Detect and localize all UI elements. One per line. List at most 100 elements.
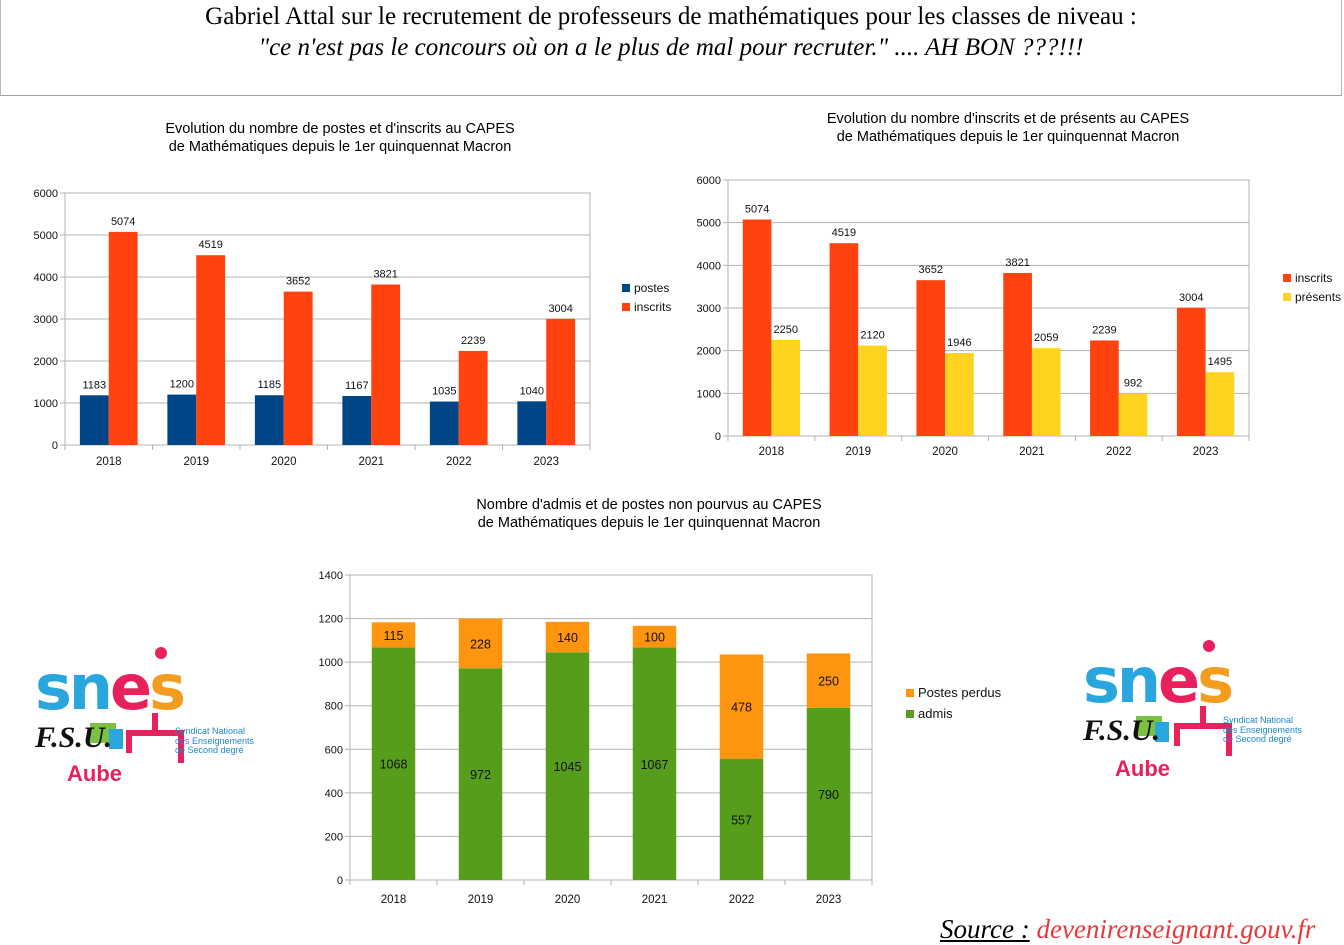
chart-admis-postes-perdus: Nombre d'admis et de postes non pourvus …	[300, 490, 1030, 910]
bar-postes	[517, 401, 547, 445]
y-tick-label: 3000	[34, 314, 58, 326]
logo-subtitle: Syndicat National des Enseignements de S…	[175, 726, 255, 756]
logo-e-text: e	[1158, 644, 1200, 717]
data-label: 1495	[1208, 356, 1232, 368]
bar-inscrits	[546, 318, 576, 445]
data-label: 1035	[432, 386, 456, 398]
logo-subtitle-line1: Syndicat National	[175, 726, 246, 736]
logo-subtitle-line1: Syndicat National	[1223, 715, 1294, 725]
bar-admis	[458, 668, 503, 880]
chart-title-line: Nombre d'admis et de postes non pourvus …	[476, 497, 821, 513]
logo-subtitle-line2: des Enseignements	[175, 735, 255, 746]
bar-admis	[545, 652, 590, 880]
bar-présents	[858, 345, 887, 436]
logo-sn-letters: snes	[1083, 650, 1234, 712]
legend-label: inscrits	[634, 300, 671, 314]
bar-admis	[806, 707, 851, 880]
data-label: 100	[644, 631, 665, 645]
bar-présents	[1031, 348, 1061, 436]
bar-postes-perdus	[806, 653, 851, 708]
x-tick-label: 2023	[533, 456, 559, 468]
x-tick-label: 2023	[816, 894, 842, 906]
y-tick-label: 2000	[697, 346, 721, 358]
chart-admis-postes-perdus-svg: Nombre d'admis et de postes non pourvus …	[319, 497, 1002, 906]
y-tick-label: 6000	[697, 175, 721, 187]
data-label: 4519	[832, 227, 856, 239]
legend-swatch	[906, 689, 914, 697]
data-label: 4519	[198, 239, 222, 251]
logo-s-text: s	[149, 651, 186, 724]
data-label: 2239	[1092, 324, 1116, 336]
page-quote: "ce n'est pas le concours où on a le plu…	[258, 34, 1084, 61]
bar-inscrits	[1003, 272, 1032, 436]
bar-admis	[632, 647, 677, 880]
bar-inscrits	[829, 243, 859, 436]
logo-sn-letters: snes	[35, 657, 186, 719]
data-label: 5074	[745, 204, 769, 216]
x-tick-label: 2020	[932, 446, 958, 458]
source-credit: Source : devenirenseignant.gouv.fr	[940, 913, 1315, 945]
y-tick-label: 4000	[697, 260, 721, 272]
logo-sn-text: sn	[35, 651, 113, 724]
y-tick-label: 1400	[319, 570, 343, 582]
y-tick-label: 0	[337, 875, 343, 887]
chart-postes-inscrits-svg: Evolution du nombre de postes et d'inscr…	[34, 121, 672, 468]
data-label: 1183	[82, 379, 106, 391]
bar-postes-perdus	[632, 625, 677, 648]
legend-swatch	[906, 710, 914, 718]
bar-présents	[945, 352, 974, 436]
bar-inscrits	[196, 255, 226, 445]
data-label: 1167	[345, 380, 369, 392]
chart-title-line: Evolution du nombre de postes et d'inscr…	[165, 121, 514, 137]
logo-aube-text: Aube	[1115, 756, 1170, 781]
data-label: 2120	[860, 330, 884, 342]
legend-swatch	[622, 303, 630, 311]
bar-inscrits	[1176, 307, 1206, 436]
legend-label: présents	[1295, 290, 1341, 304]
y-tick-label: 5000	[697, 218, 721, 230]
bar-inscrits	[916, 280, 946, 436]
bar-postes	[79, 395, 109, 445]
y-tick-label: 1000	[697, 388, 721, 400]
data-label: 1040	[520, 385, 544, 397]
y-tick-label: 4000	[34, 272, 58, 284]
data-label: 140	[557, 631, 578, 645]
data-label: 1200	[170, 379, 194, 391]
data-label: 1185	[257, 379, 281, 391]
y-tick-label: 1000	[34, 398, 58, 410]
data-label: 2059	[1034, 332, 1058, 344]
bar-admis	[371, 647, 416, 880]
data-label: 2250	[774, 324, 798, 336]
data-label: 228	[470, 637, 491, 651]
source-link[interactable]: devenirenseignant.gouv.fr	[1036, 914, 1316, 944]
bar-inscrits	[1090, 340, 1119, 436]
data-label: 3004	[548, 303, 572, 315]
data-label: 3821	[373, 269, 397, 281]
x-tick-label: 2022	[729, 894, 755, 906]
bar-présents	[1205, 372, 1235, 436]
x-tick-label: 2018	[381, 894, 407, 906]
bar-inscrits	[458, 350, 488, 445]
chart-title-line: de Mathématiques depuis le 1er quinquenn…	[478, 515, 821, 531]
bar-inscrits	[371, 284, 401, 445]
logo-sn-text: sn	[1083, 644, 1161, 717]
y-tick-label: 200	[325, 831, 343, 843]
y-tick-label: 600	[325, 744, 343, 756]
chart-postes-inscrits: Evolution du nombre de postes et d'inscr…	[20, 110, 685, 480]
logo-aube-text: Aube	[67, 761, 122, 786]
logo-figure-icon	[1136, 640, 1232, 756]
x-tick-label: 2022	[1106, 446, 1132, 458]
y-tick-label: 400	[325, 788, 343, 800]
data-label: 790	[818, 788, 839, 802]
data-label: 1067	[641, 758, 669, 772]
y-tick-label: 5000	[34, 230, 58, 242]
logo-subtitle: Syndicat National des Enseignements de S…	[1223, 715, 1302, 745]
legend-label: inscrits	[1295, 271, 1332, 285]
x-tick-label: 2023	[1193, 446, 1219, 458]
y-tick-label: 800	[325, 701, 343, 713]
bar-inscrits	[108, 231, 138, 445]
chart-title-line: de Mathématiques depuis le 1er quinquenn…	[169, 139, 512, 155]
data-label: 3652	[286, 276, 310, 288]
x-tick-label: 2018	[759, 446, 785, 458]
bar-postes	[342, 395, 372, 445]
